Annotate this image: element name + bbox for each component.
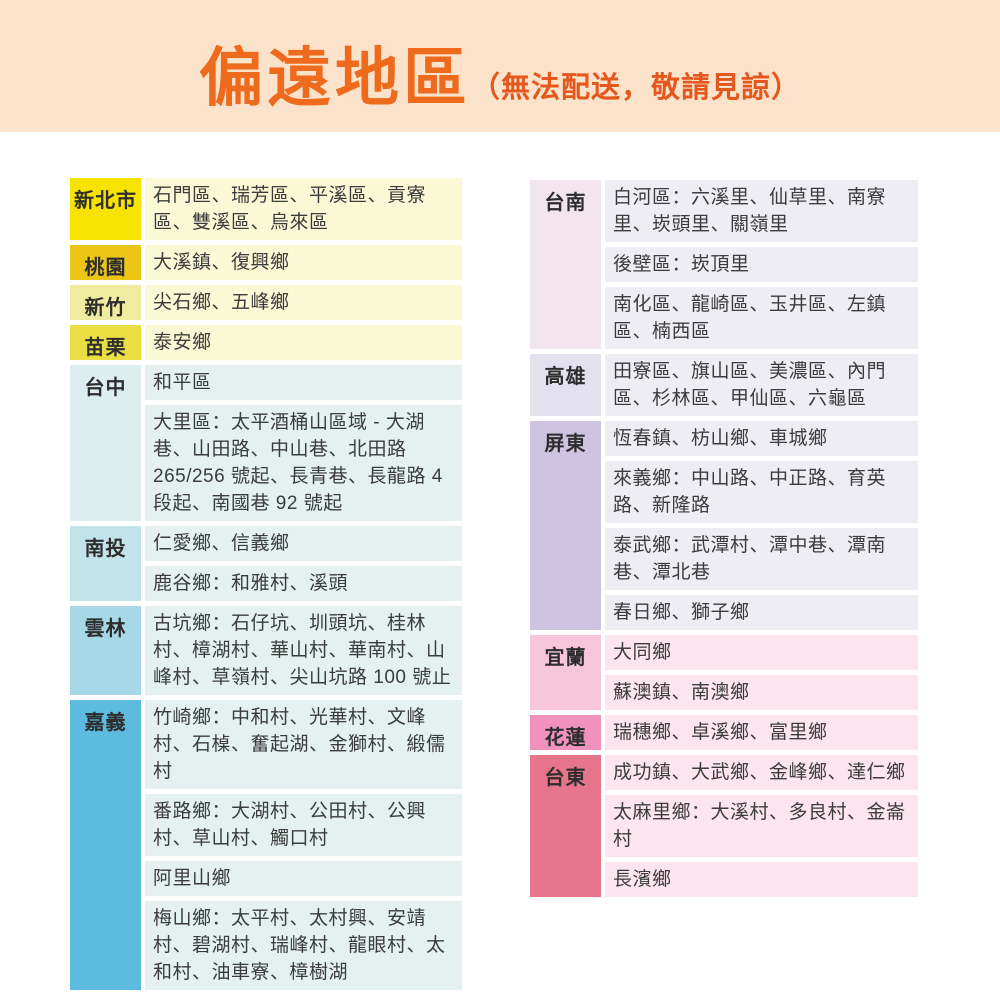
region-label: 高雄 <box>530 354 601 416</box>
region-row: 和平區 <box>145 365 462 400</box>
region-label: 南投 <box>70 526 141 601</box>
region-group: 台南 白河區：六溪里、仙草里、南寮里、崁頭里、關嶺里後壁區：崁頂里南化區、龍崎區、… <box>530 180 918 349</box>
region-row: 後壁區：崁頂里 <box>605 247 918 282</box>
region-rows: 瑞穗鄉、卓溪鄉、富里鄉 <box>605 715 918 750</box>
region-group: 花蓮 瑞穗鄉、卓溪鄉、富里鄉 <box>530 715 918 750</box>
region-row: 古坑鄉：石仔坑、圳頭坑、桂林村、樟湖村、華山村、華南村、山峰村、草嶺村、尖山坑路… <box>145 606 462 695</box>
region-label: 嘉義 <box>70 700 141 990</box>
region-rows: 泰安鄉 <box>145 325 462 360</box>
region-group: 苗栗 泰安鄉 <box>70 325 462 360</box>
region-label: 新竹 <box>70 285 141 320</box>
region-group: 高雄 田寮區、旗山區、美濃區、內門區、杉林區、甲仙區、六龜區 <box>530 354 918 416</box>
region-group: 雲林 古坑鄉：石仔坑、圳頭坑、桂林村、樟湖村、華山村、華南村、山峰村、草嶺村、尖山… <box>70 606 462 695</box>
region-group: 台中 和平區大里區：太平酒桶山區域 - 大湖巷、山田路、中山巷、北田路 265/2… <box>70 365 462 521</box>
region-row: 尖石鄉、五峰鄉 <box>145 285 462 320</box>
region-row: 大同鄉 <box>605 635 918 670</box>
region-rows: 仁愛鄉、信義鄉 鹿谷鄉：和雅村、溪頭 <box>145 526 462 601</box>
remote-areas-table-right: 台南 白河區：六溪里、仙草里、南寮里、崁頭里、關嶺里後壁區：崁頂里南化區、龍崎區、… <box>530 180 918 897</box>
region-row: 番路鄉：大湖村、公田村、公興村、草山村、觸口村 <box>145 794 462 856</box>
region-row: 長濱鄉 <box>605 862 918 897</box>
region-rows: 和平區大里區：太平酒桶山區域 - 大湖巷、山田路、中山巷、北田路 265/256… <box>145 365 462 521</box>
region-rows: 成功鎮、大武鄉、金峰鄉、達仁鄉太麻里鄉：大溪村、多良村、金崙村長濱鄉 <box>605 755 918 897</box>
region-rows: 白河區：六溪里、仙草里、南寮里、崁頭里、關嶺里後壁區：崁頂里南化區、龍崎區、玉井… <box>605 180 918 349</box>
region-label: 台中 <box>70 365 141 521</box>
region-rows: 石門區、瑞芳區、平溪區、貢寮區、雙溪區、烏來區 <box>145 178 462 240</box>
region-group: 桃園 大溪鎮、復興鄉 <box>70 245 462 280</box>
region-row: 泰武鄉：武潭村、潭中巷、潭南巷、潭北巷 <box>605 528 918 590</box>
region-rows: 大同鄉蘇澳鎮、南澳鄉 <box>605 635 918 710</box>
region-rows: 恆春鎮、枋山鄉、車城鄉來義鄉：中山路、中正路、育英路、新隆路 泰武鄉：武潭村、潭中… <box>605 421 918 630</box>
region-row: 梅山鄉：太平村、太村興、安靖村、碧湖村、瑞峰村、龍眼村、太和村、油車寮、樟樹湖 <box>145 901 462 990</box>
region-rows: 竹崎鄉：中和村、光華村、文峰村、石槕、奮起湖、金獅村、緞儒村 番路鄉：大湖村、公田… <box>145 700 462 990</box>
page-subtitle: （無法配送，敬請見諒） <box>470 72 801 104</box>
region-group: 南投 仁愛鄉、信義鄉 鹿谷鄉：和雅村、溪頭 <box>70 526 462 601</box>
region-row: 竹崎鄉：中和村、光華村、文峰村、石槕、奮起湖、金獅村、緞儒村 <box>145 700 462 789</box>
region-row: 瑞穗鄉、卓溪鄉、富里鄉 <box>605 715 918 750</box>
region-row: 太麻里鄉：大溪村、多良村、金崙村 <box>605 795 918 857</box>
region-label: 屏東 <box>530 421 601 630</box>
region-label: 花蓮 <box>530 715 601 750</box>
region-row: 石門區、瑞芳區、平溪區、貢寮區、雙溪區、烏來區 <box>145 178 462 240</box>
region-rows: 田寮區、旗山區、美濃區、內門區、杉林區、甲仙區、六龜區 <box>605 354 918 416</box>
remote-areas-table-left: 新北市 石門區、瑞芳區、平溪區、貢寮區、雙溪區、烏來區 桃園 大溪鎮、復興鄉 新竹 尖石鄉… <box>70 178 462 990</box>
region-row: 白河區：六溪里、仙草里、南寮里、崁頭里、關嶺里 <box>605 180 918 242</box>
region-row: 蘇澳鎮、南澳鄉 <box>605 675 918 710</box>
region-group: 宜蘭 大同鄉蘇澳鎮、南澳鄉 <box>530 635 918 710</box>
region-row: 阿里山鄉 <box>145 861 462 896</box>
region-label: 苗栗 <box>70 325 141 360</box>
region-group: 屏東 恆春鎮、枋山鄉、車城鄉來義鄉：中山路、中正路、育英路、新隆路 泰武鄉：武潭村、… <box>530 421 918 630</box>
region-row: 泰安鄉 <box>145 325 462 360</box>
region-row: 南化區、龍崎區、玉井區、左鎮區、楠西區 <box>605 287 918 349</box>
region-row: 大溪鎮、復興鄉 <box>145 245 462 280</box>
region-label: 新北市 <box>70 178 141 240</box>
region-label: 雲林 <box>70 606 141 695</box>
region-label: 台南 <box>530 180 601 349</box>
region-group: 新竹 尖石鄉、五峰鄉 <box>70 285 462 320</box>
region-label: 桃園 <box>70 245 141 280</box>
region-group: 嘉義 竹崎鄉：中和村、光華村、文峰村、石槕、奮起湖、金獅村、緞儒村 番路鄉：大湖村、… <box>70 700 462 990</box>
region-group: 新北市 石門區、瑞芳區、平溪區、貢寮區、雙溪區、烏來區 <box>70 178 462 240</box>
region-rows: 大溪鎮、復興鄉 <box>145 245 462 280</box>
region-row: 成功鎮、大武鄉、金峰鄉、達仁鄉 <box>605 755 918 790</box>
region-rows: 尖石鄉、五峰鄉 <box>145 285 462 320</box>
region-label: 宜蘭 <box>530 635 601 710</box>
header-banner: 偏遠地區 （無法配送，敬請見諒） <box>0 0 1000 132</box>
region-label: 台東 <box>530 755 601 897</box>
region-rows: 古坑鄉：石仔坑、圳頭坑、桂林村、樟湖村、華山村、華南村、山峰村、草嶺村、尖山坑路… <box>145 606 462 695</box>
region-row: 仁愛鄉、信義鄉 <box>145 526 462 561</box>
region-row: 春日鄉、獅子鄉 <box>605 595 918 630</box>
region-row: 來義鄉：中山路、中正路、育英路、新隆路 <box>605 461 918 523</box>
region-row: 田寮區、旗山區、美濃區、內門區、杉林區、甲仙區、六龜區 <box>605 354 918 416</box>
region-row: 恆春鎮、枋山鄉、車城鄉 <box>605 421 918 456</box>
region-group: 台東 成功鎮、大武鄉、金峰鄉、達仁鄉太麻里鄉：大溪村、多良村、金崙村長濱鄉 <box>530 755 918 897</box>
region-row: 鹿谷鄉：和雅村、溪頭 <box>145 566 462 601</box>
region-row: 大里區：太平酒桶山區域 - 大湖巷、山田路、中山巷、北田路 265/256 號起… <box>145 405 462 521</box>
page-title: 偏遠地區 <box>198 42 471 114</box>
